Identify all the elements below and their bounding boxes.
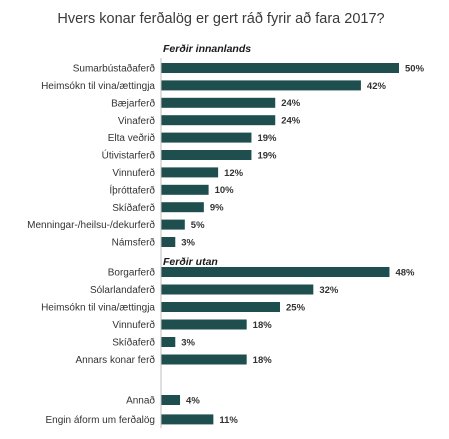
value-label-vinnufer-0: 12%	[224, 168, 244, 179]
bar-sumarbu-sta-afer-0	[161, 63, 399, 73]
bar-i-ro-ttafer-0	[161, 184, 209, 195]
category-label-annars-konar-fer-1: Annars konar ferð	[76, 354, 156, 366]
bar-vinnufer-1	[161, 319, 247, 330]
value-label-vinafer-0: 24%	[281, 116, 301, 127]
value-label-engin-a-form-um-fer-alo-g-2: 11%	[219, 415, 238, 426]
value-label-u-tivistarfer-0: 19%	[257, 150, 277, 161]
category-label-so-larlandafer-1: Sólarlandaferð	[90, 284, 155, 296]
bar-engin-a-form-um-fer-alo-g-2	[161, 414, 214, 425]
value-label-ski-afer-0: 9%	[210, 203, 224, 214]
value-label-vinnufer-1: 18%	[253, 320, 273, 331]
bar-b-jarfer-0	[161, 97, 276, 108]
bar-ski-afer-1	[161, 337, 176, 347]
value-label-annars-konar-fer-1: 18%	[253, 355, 273, 366]
bar-vinnufer-0	[161, 167, 219, 178]
chart-title: Hvers konar ferðalög er gert ráð fyrir a…	[57, 11, 384, 27]
value-label-elta-ve-ri-0: 19%	[257, 133, 277, 144]
bar-vinafer-0	[161, 115, 276, 126]
category-label-ski-afer-0: Skíðaferð	[112, 202, 155, 214]
bar-heimso-kn-til-vina-ttingja-0	[161, 80, 361, 91]
category-label-ski-afer-1: Skíðaferð	[112, 337, 155, 349]
value-label-ski-afer-1: 3%	[181, 337, 195, 348]
category-label-heimso-kn-til-vina-ttingja-0: Heimsókn til vina/ættingja	[41, 81, 155, 92]
category-label-heimso-kn-til-vina-ttingja-1: Heimsókn til vina/ættingja	[41, 303, 155, 314]
category-label-vinnufer-0: Vinnuferð	[112, 167, 155, 179]
bar-u-tivistarfer-0	[161, 150, 252, 160]
value-label-heimso-kn-til-vina-ttingja-1: 25%	[286, 302, 306, 313]
value-label-heimso-kn-til-vina-ttingja-0: 42%	[367, 81, 387, 92]
value-label-b-jarfer-0: 24%	[281, 98, 301, 109]
bar-anna-2	[161, 395, 181, 405]
bar-borgarfer-1	[161, 267, 390, 277]
category-label-na-msfer-0: Námsferð	[112, 237, 156, 249]
bar-elta-ve-ri-0	[161, 132, 252, 143]
bar-so-larlandafer-1	[161, 284, 314, 295]
value-label-so-larlandafer-1: 32%	[319, 285, 339, 296]
value-label-i-ro-ttafer-0: 10%	[215, 185, 235, 196]
category-label-anna-2: Annað	[126, 395, 155, 407]
value-label-na-msfer-0: 3%	[181, 237, 195, 248]
category-label-i-ro-ttafer-0: Íþróttaferð	[109, 183, 155, 196]
category-label-vinafer-0: Vinaferð	[118, 115, 156, 127]
bar-na-msfer-0	[161, 237, 176, 247]
category-label-borgarfer-1: Borgarferð	[108, 267, 156, 279]
category-label-u-tivistarfer-0: Útivistarferð	[102, 149, 156, 162]
bar-annars-konar-fer-1	[161, 354, 247, 365]
value-label-menningar-heilsu-dekurfer-0: 5%	[191, 220, 205, 231]
category-label-sumarbu-sta-afer-0: Sumarbústaðaferð	[73, 63, 156, 75]
category-label-b-jarfer-0: Bæjarferð	[111, 97, 155, 109]
bar-ski-afer-0	[161, 202, 204, 213]
category-label-elta-ve-ri-0: Elta veðrið	[108, 132, 156, 144]
chart-body: Ferðir innanlands Sumarbústaðaferð 50% Heim…	[27, 43, 425, 428]
value-label-sumarbu-sta-afer-0: 50%	[405, 63, 425, 74]
value-label-borgarfer-1: 48%	[395, 267, 415, 278]
bar-menningar-heilsu-dekurfer-0	[161, 219, 185, 230]
section-label-0: Ferðir innanlands	[163, 43, 251, 55]
section-label-1: Ferðir utan	[163, 256, 218, 268]
category-label-engin-a-form-um-fer-alo-g-2: Engin áform um ferðalög	[45, 414, 155, 426]
category-label-menningar-heilsu-dekurfer-0: Menningar-/heilsu-/dekurferð	[27, 219, 155, 231]
value-label-anna-2: 4%	[186, 395, 200, 406]
category-label-vinnufer-1: Vinnuferð	[112, 319, 155, 331]
bar-heimso-kn-til-vina-ttingja-1	[161, 302, 280, 312]
